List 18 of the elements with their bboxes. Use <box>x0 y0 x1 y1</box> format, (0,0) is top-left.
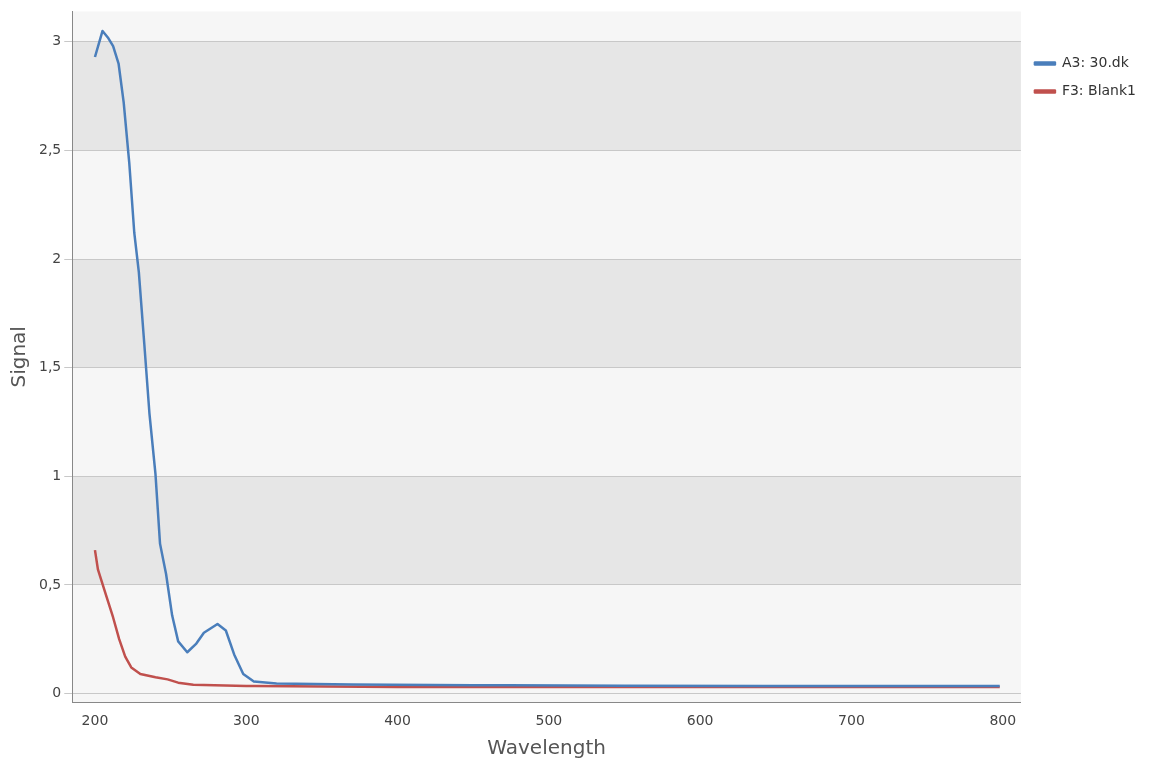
x-tick-label: 700 <box>838 712 865 729</box>
y-tick-label: 0,5 <box>39 575 62 592</box>
y-tick-label: 2,5 <box>39 141 62 158</box>
y-tick-label: 3 <box>52 32 62 49</box>
x-axis-title: Wavelength <box>487 735 606 760</box>
y-tick-label: 1,5 <box>39 358 62 375</box>
legend-label: A3: 30.dk <box>1061 54 1130 71</box>
y-tick-label: 0 <box>52 684 62 701</box>
y-tick-label: 1 <box>52 466 62 483</box>
x-tick-label: 400 <box>384 712 411 729</box>
x-tick-label: 200 <box>81 712 109 729</box>
y-tick-label: 2 <box>52 249 62 266</box>
x-tick-label: 300 <box>232 712 260 729</box>
x-tick-label: 800 <box>989 712 1017 729</box>
legend-label: F3: Blank1 <box>1061 82 1137 99</box>
x-tick-label: 600 <box>686 712 714 729</box>
y-axis-title: Signal <box>6 326 31 388</box>
x-tick-label: 500 <box>535 712 563 729</box>
